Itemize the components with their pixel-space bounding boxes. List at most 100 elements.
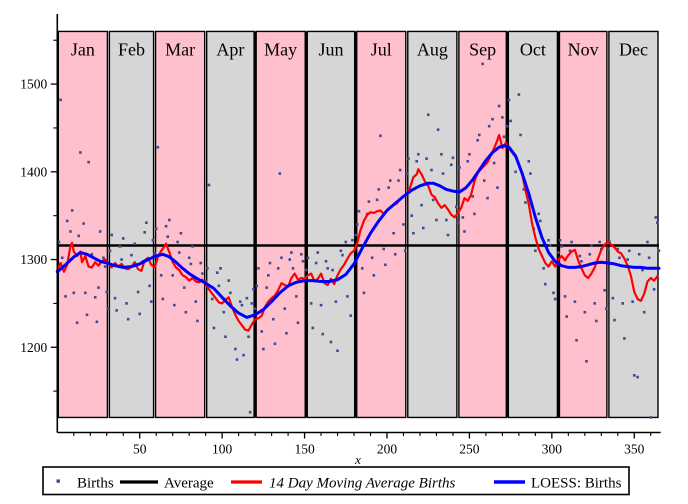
births-point — [321, 332, 325, 336]
births-point — [446, 233, 450, 237]
births-point — [367, 200, 371, 203]
births-point — [296, 321, 300, 325]
births-point — [311, 326, 315, 330]
births-point — [492, 161, 496, 165]
y-tick-label: 1400 — [20, 164, 47, 179]
births-point — [121, 237, 125, 240]
month-band-feb — [108, 30, 155, 419]
births-point — [65, 219, 69, 223]
births-point — [265, 286, 268, 289]
births-point — [283, 307, 287, 310]
births-point — [95, 320, 99, 324]
births-point — [57, 240, 61, 244]
births-point — [301, 259, 305, 263]
births-point — [547, 238, 550, 242]
x-tick-label: 350 — [624, 442, 645, 457]
x-tick-label: 150 — [294, 442, 315, 457]
births-point — [560, 245, 564, 248]
births-point — [222, 310, 226, 314]
births-point — [451, 156, 455, 160]
births-point — [250, 302, 254, 305]
births-point — [440, 152, 443, 156]
births-point — [382, 247, 386, 251]
births-point — [247, 335, 250, 339]
births-point — [271, 317, 275, 321]
births-point — [118, 245, 122, 248]
births-point — [463, 230, 466, 233]
births-point — [354, 233, 357, 237]
month-band-jun — [306, 30, 356, 419]
births-point — [552, 291, 555, 295]
births-point — [90, 252, 94, 256]
births-point — [529, 172, 532, 175]
births-point — [524, 201, 527, 204]
births-point — [69, 230, 72, 233]
births-point — [410, 214, 414, 217]
legend-label-moving-average: 14 Day Moving Average Births — [269, 476, 456, 492]
births-point — [97, 286, 100, 289]
births-point — [339, 249, 343, 253]
births-point — [496, 186, 499, 189]
month-band-may — [255, 30, 306, 419]
births-point — [573, 300, 577, 303]
births-point — [583, 310, 587, 314]
births-point — [177, 251, 181, 254]
births-point — [148, 284, 151, 288]
births-point — [449, 163, 453, 167]
births-point — [388, 179, 392, 182]
births-point — [631, 300, 634, 303]
births-point — [603, 288, 606, 292]
births-point — [288, 258, 292, 261]
births-point — [426, 113, 430, 117]
births-point — [534, 249, 537, 253]
births-point — [77, 234, 81, 238]
births-point — [570, 240, 573, 244]
births-point — [207, 183, 211, 187]
month-label-may: May — [264, 39, 297, 59]
births-point — [212, 326, 216, 330]
births-point — [478, 133, 481, 137]
births-point — [502, 135, 506, 139]
births-point — [87, 160, 90, 164]
births-point — [580, 259, 583, 263]
births-point — [154, 227, 158, 231]
month-label-apr: Apr — [216, 39, 244, 59]
births-point — [370, 256, 374, 260]
x-tick-label: 200 — [377, 442, 398, 457]
births-point — [436, 128, 440, 131]
births-point — [341, 253, 344, 257]
month-label-oct: Oct — [520, 39, 546, 59]
births-point — [113, 296, 117, 300]
month-bands — [57, 30, 659, 419]
births-point — [468, 152, 471, 156]
y-tick-label: 1300 — [20, 252, 47, 267]
births-point — [471, 195, 475, 198]
births-point — [179, 231, 183, 235]
births-point — [206, 267, 209, 270]
births-point — [316, 251, 320, 254]
births-point — [616, 247, 620, 251]
births-point — [295, 295, 298, 298]
births-point — [72, 291, 76, 295]
births-point — [245, 296, 249, 300]
month-band-nov — [558, 30, 608, 419]
births-point — [334, 300, 338, 303]
births-point — [194, 300, 198, 303]
births-point — [173, 303, 176, 307]
births-point — [522, 188, 526, 191]
births-point — [219, 267, 222, 270]
births-point — [379, 134, 382, 138]
births-point — [487, 124, 491, 128]
births-point — [280, 256, 283, 260]
births-point — [278, 172, 282, 175]
births-point — [445, 218, 448, 222]
births-point — [517, 93, 521, 96]
births-point — [120, 258, 123, 261]
x-tick-label: 250 — [459, 442, 480, 457]
births-point — [59, 98, 62, 102]
births-point — [201, 272, 204, 275]
month-label-jan: Jan — [71, 39, 95, 59]
births-point — [105, 290, 109, 294]
